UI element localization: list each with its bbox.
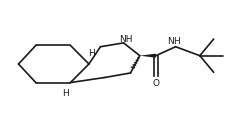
Text: H: H (173, 37, 180, 46)
Text: O: O (152, 79, 159, 88)
Text: H: H (88, 49, 95, 58)
Text: H: H (62, 89, 69, 98)
Text: N: N (167, 37, 174, 46)
Polygon shape (140, 54, 156, 58)
Text: NH: NH (119, 35, 133, 44)
